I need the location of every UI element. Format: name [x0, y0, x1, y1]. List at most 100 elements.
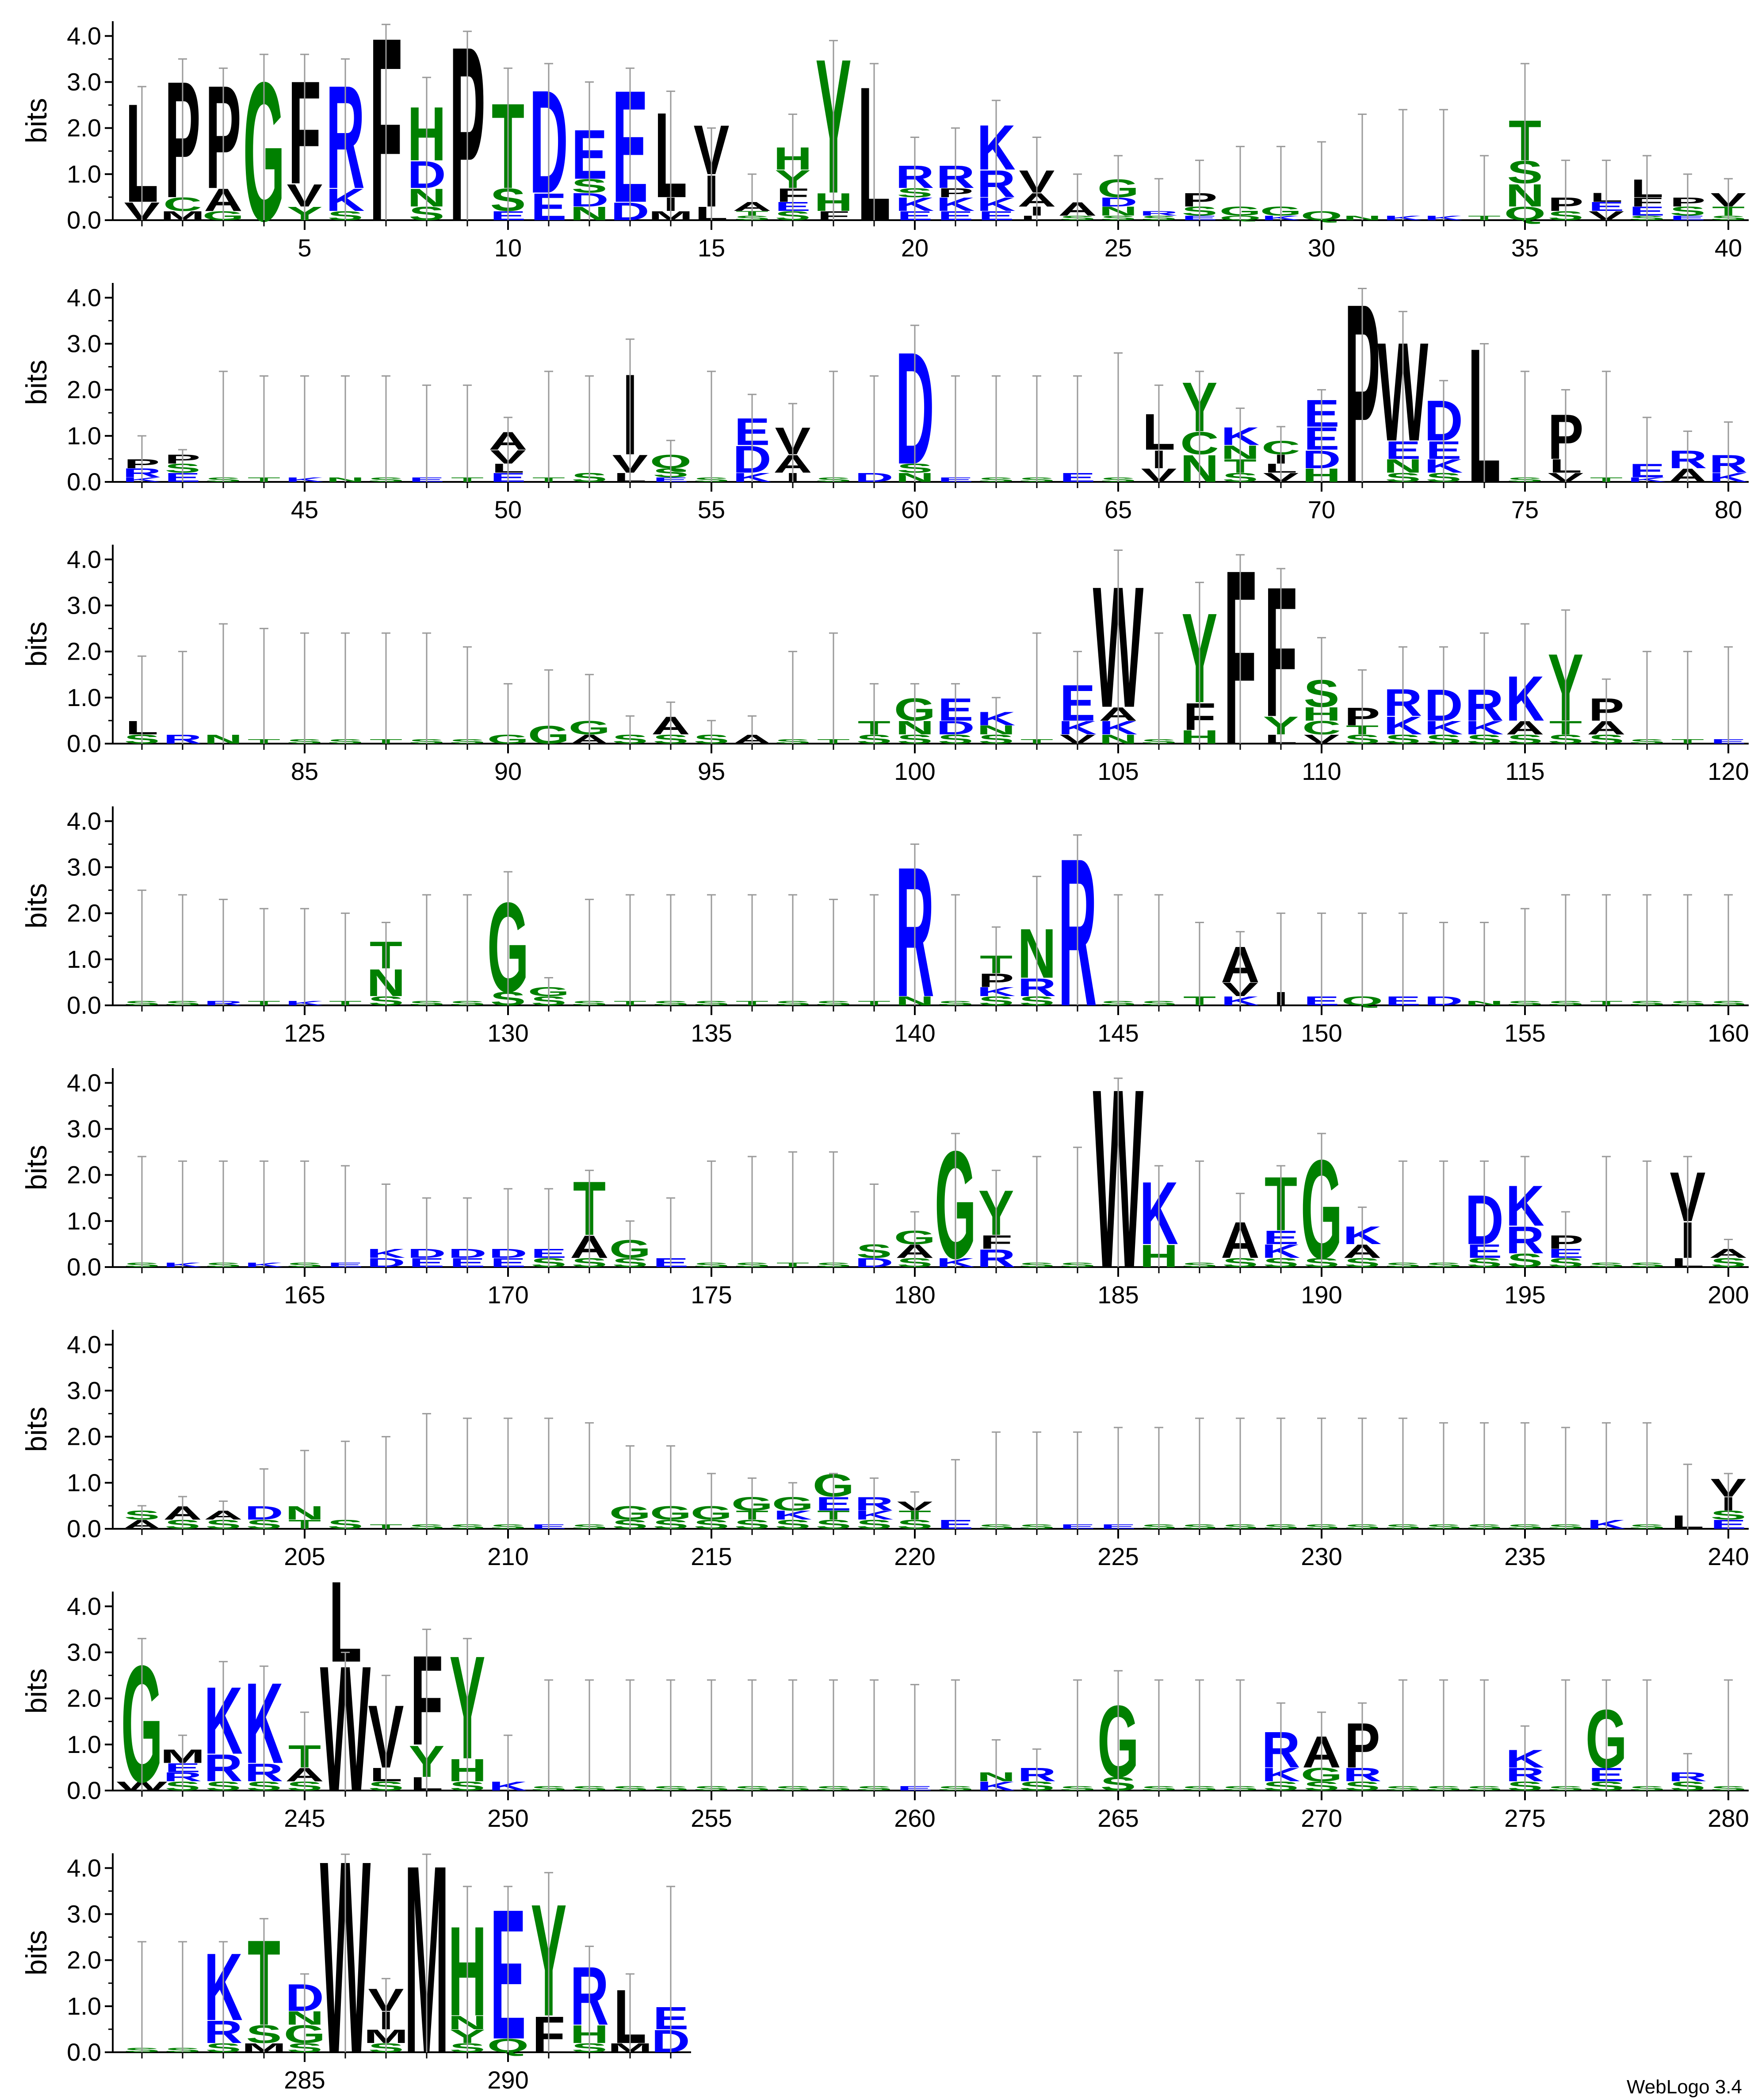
- logo-column: LIV: [694, 111, 729, 230]
- logo-column: SGA: [1301, 1711, 1342, 1800]
- y-tick-label: 2.0: [67, 1684, 101, 1712]
- y-tick-label: 3.0: [67, 1900, 101, 1928]
- logo-column: LVI: [612, 338, 648, 488]
- logo-column: S: [1467, 1679, 1502, 1797]
- logo-column: STY: [1548, 609, 1583, 750]
- x-tick-label: 200: [1708, 1281, 1749, 1309]
- logo-column: D: [855, 375, 894, 488]
- logo-row: 0.01.02.03.04.0bitsSKSKSEDKEDEDEDSESATSG…: [20, 1035, 1749, 1321]
- logo-column: SA: [651, 701, 690, 750]
- logo-column: S: [450, 894, 485, 1012]
- logo-column: S: [978, 1431, 1014, 1535]
- logo-column: P: [450, 0, 485, 273]
- y-tick-label: 0.0: [67, 729, 101, 757]
- logo-column: K: [163, 1160, 202, 1273]
- x-tick-label: 190: [1301, 1281, 1342, 1309]
- x-tick-label: 230: [1301, 1543, 1342, 1570]
- logo-column: HK: [1139, 1164, 1178, 1274]
- logo-column: S: [1467, 1422, 1502, 1535]
- logo-column: SA: [204, 1501, 243, 1535]
- logo-column: S: [1060, 1679, 1095, 1797]
- y-tick-label: 3.0: [67, 68, 101, 96]
- logo-column: T: [858, 894, 890, 1012]
- logo-column: S: [653, 1679, 688, 1797]
- logo-column: T: [736, 894, 768, 1012]
- y-axis-title: bits: [20, 1407, 53, 1452]
- logo-column: S: [1589, 1156, 1624, 1273]
- logo-column: K: [1587, 1422, 1626, 1535]
- y-tick-label: 1.0: [67, 945, 101, 973]
- logo-column: SAK: [1506, 623, 1544, 753]
- logo-column: M: [404, 1809, 449, 2100]
- logo-column: SD: [245, 1468, 283, 1535]
- logo-column: S: [1223, 1417, 1258, 1535]
- x-tick-label: 150: [1301, 1019, 1342, 1047]
- logo-column: SA: [163, 1496, 202, 1535]
- x-tick-label: 25: [1104, 234, 1132, 262]
- logo-column: NCY: [1180, 367, 1219, 490]
- logo-column: VKE: [1058, 651, 1097, 750]
- logo-column: S: [734, 1679, 770, 1797]
- logo-column: G: [528, 669, 569, 750]
- y-tick-label: 0.0: [67, 468, 101, 496]
- logo-column: DE: [651, 1886, 690, 2059]
- x-tick-label: 240: [1708, 1543, 1749, 1570]
- logo-column: SKR: [326, 55, 365, 226]
- logo-column: S: [1141, 894, 1177, 1012]
- logo-column: S: [1101, 894, 1136, 1015]
- logo-column: S: [1711, 894, 1746, 1015]
- x-tick-label: 30: [1308, 234, 1335, 262]
- x-tick-label: 105: [1097, 757, 1139, 785]
- logo-column: S: [1141, 1427, 1177, 1535]
- logo-column: S: [1345, 1417, 1380, 1535]
- logo-column: SHY: [448, 1626, 487, 1797]
- x-tick-label: 250: [487, 1804, 528, 1832]
- x-tick-label: 95: [698, 757, 725, 785]
- x-tick-label: 220: [894, 1543, 935, 1570]
- logo-column: S: [1548, 1679, 1583, 1797]
- logo-column: ESP: [1670, 173, 1705, 226]
- logo-row: 0.01.02.03.04.0bitsSLRNTSSTSSGGAGSSASAST…: [20, 519, 1749, 797]
- logo-column: S: [1426, 1679, 1461, 1797]
- x-tick-label: 5: [298, 234, 311, 262]
- logo-column: K: [489, 1734, 527, 1800]
- x-tick-label: 270: [1301, 1804, 1342, 1832]
- logo-column: DK: [367, 1184, 405, 1273]
- logo-column: S: [694, 1160, 729, 1277]
- logo-row: 0.01.02.03.04.0bitsSSSRKMSTSGNDWSMIVMSYN…: [20, 1803, 691, 2100]
- logo-column: E: [1711, 646, 1746, 753]
- logo-column: T: [370, 1436, 402, 1535]
- logo-column: G: [487, 683, 529, 753]
- logo-column: ED: [489, 1188, 527, 1277]
- x-tick-label: 275: [1504, 1804, 1545, 1832]
- x-tick-label: 145: [1097, 1019, 1139, 1047]
- logo-column: VEL: [1589, 160, 1624, 226]
- logo-column: SKR: [1261, 1702, 1300, 1797]
- y-tick-label: 4.0: [67, 1330, 101, 1358]
- y-tick-label: 3.0: [67, 853, 101, 881]
- logo-column: F: [1224, 519, 1257, 797]
- y-axis-title: bits: [20, 1930, 53, 1976]
- logo-column: SG: [487, 871, 529, 1019]
- logo-column: KE: [1628, 416, 1666, 488]
- y-axis-title: bits: [20, 622, 53, 667]
- x-tick-label: 195: [1504, 1281, 1545, 1309]
- logo-column: SG: [1301, 1131, 1342, 1288]
- logo-column: R: [1058, 814, 1097, 1050]
- logo-column: AG: [569, 674, 610, 750]
- y-axis-title: bits: [20, 1145, 53, 1191]
- x-tick-label: 185: [1097, 1281, 1139, 1309]
- y-tick-label: 4.0: [67, 807, 101, 835]
- logo-row: 0.01.02.03.04.0bitsKRPESPSTKNSETELVATSLV…: [20, 250, 1749, 536]
- y-axis-title: bits: [20, 360, 53, 405]
- logo-column: E: [653, 1197, 688, 1273]
- logo-column: S: [287, 632, 322, 753]
- logo-column: SAP: [1587, 678, 1626, 750]
- logo-column: S: [734, 1156, 770, 1273]
- y-tick-label: 4.0: [67, 283, 101, 311]
- logo-column: S: [1507, 370, 1543, 492]
